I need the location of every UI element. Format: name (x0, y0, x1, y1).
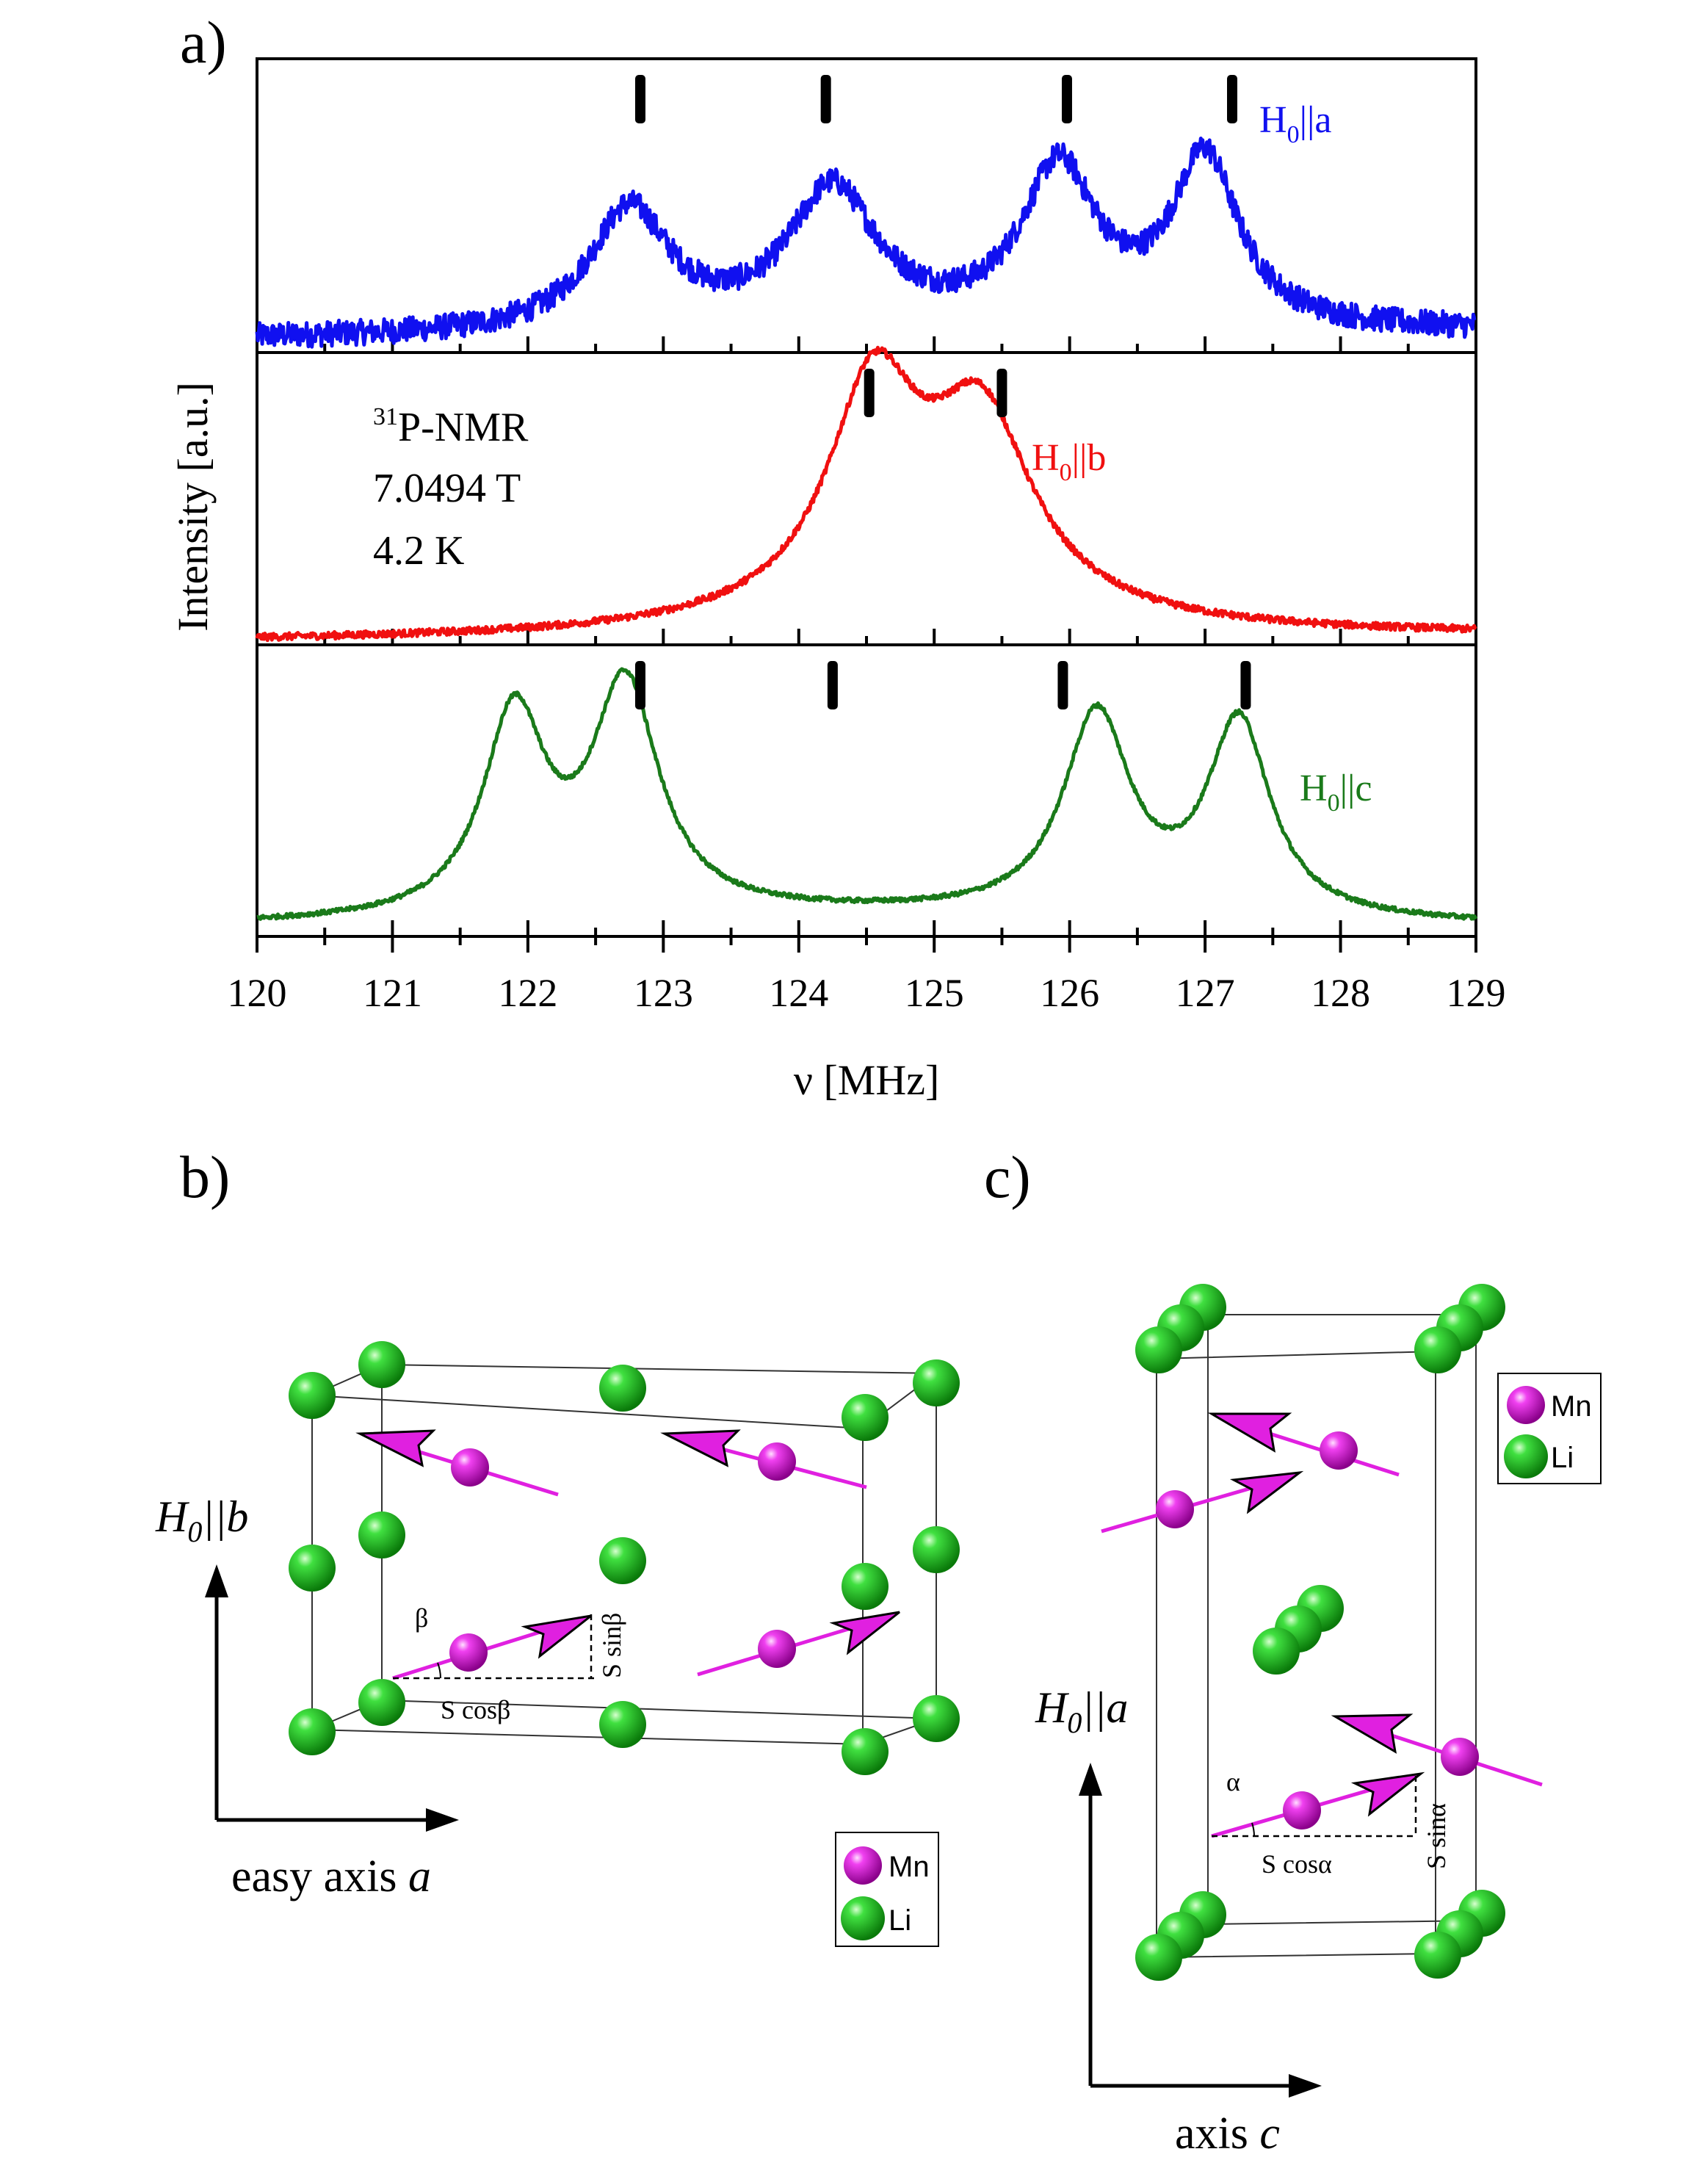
peak-marker (1061, 75, 1072, 123)
series-h0b (255, 345, 1477, 643)
peak-marker (820, 75, 831, 123)
peak-marker (996, 369, 1007, 417)
peak-marker (634, 661, 645, 709)
legend-c: Mn Li (1497, 1373, 1602, 1484)
axis-label-h0b: H0||b (155, 1492, 248, 1548)
s-sin-alpha-label: S sinα (1422, 1803, 1451, 1869)
x-tick-label: 129 (1447, 971, 1506, 1015)
legend-b-mn: Mn (889, 1851, 930, 1883)
x-tick-label: 122 (498, 971, 557, 1015)
panel-label-c: c) (984, 1144, 1031, 1210)
spectrum-line-1 (255, 345, 1477, 643)
peak-marker (1057, 661, 1068, 709)
series-h0a (255, 137, 1477, 349)
x-axis-label: ν [MHz] (794, 1056, 940, 1104)
x-tick-label: 124 (769, 971, 828, 1015)
axis-label-h0a: H0||a (1035, 1683, 1128, 1739)
peak-marker (634, 75, 645, 123)
x-tick-label: 121 (363, 971, 422, 1015)
li-atoms-c (1135, 1284, 1505, 1981)
peak-marker (1240, 661, 1251, 709)
peak-markers-group (634, 75, 1251, 709)
legend-h0b: H0||b (1032, 437, 1106, 486)
axes-b (205, 1564, 459, 1832)
diagram-c: α S cosα S sinα (1101, 1284, 1543, 1981)
axis-label-easy-a: easy axis a (231, 1852, 431, 1901)
x-tick-label: 120 (228, 971, 287, 1015)
legend-c-mn: Mn (1551, 1390, 1592, 1423)
series-h0c (256, 667, 1478, 921)
s-cos-alpha-label: S cosα (1262, 1849, 1332, 1879)
angle-alpha-label: α (1226, 1767, 1240, 1796)
spectrum-line-2 (256, 667, 1478, 921)
annotation-nucleus: 31P-NMR (373, 403, 529, 450)
annotation-temperature: 4.2 K (373, 528, 464, 574)
legend-h0a: H0||a (1259, 99, 1331, 148)
peak-marker (1227, 75, 1237, 123)
mn-spins-c (1101, 1412, 1543, 1838)
y-axis-label: Intensity [a.u.] (169, 382, 217, 632)
x-tick-label: 128 (1311, 971, 1370, 1015)
x-tick-label: 125 (905, 971, 964, 1015)
legend-h0c: H0||c (1300, 767, 1372, 817)
x-tick-labels-group: 120 121 122 123 124 125 126 127 128 129 (228, 971, 1506, 1015)
panel-label-a: a) (180, 9, 227, 76)
x-tick-label: 127 (1176, 971, 1235, 1015)
li-atoms-b (289, 1341, 960, 1775)
s-sin-beta-label: S sinβ (597, 1613, 626, 1678)
axes-c (1079, 1763, 1322, 2098)
annotation-field: 7.0494 T (373, 466, 521, 511)
diagram-b: β S cosβ S sinβ (289, 1341, 960, 1775)
panel-label-b: b) (180, 1144, 230, 1210)
axis-label-c: axis c (1175, 2109, 1280, 2159)
x-tick-label: 126 (1040, 971, 1099, 1015)
spectrum-line-0 (255, 137, 1477, 349)
angle-beta-label: β (415, 1603, 428, 1633)
peak-marker (864, 369, 875, 417)
x-ticks-group (256, 336, 1477, 953)
legend-b-li: Li (889, 1904, 911, 1937)
x-tick-label: 123 (634, 971, 693, 1015)
legend-c-li: Li (1551, 1442, 1574, 1474)
legend-b: Mn Li (835, 1832, 939, 1947)
mn-spins-b (355, 1429, 900, 1680)
peak-marker (827, 661, 838, 709)
s-cos-beta-label: S cosβ (441, 1695, 510, 1724)
